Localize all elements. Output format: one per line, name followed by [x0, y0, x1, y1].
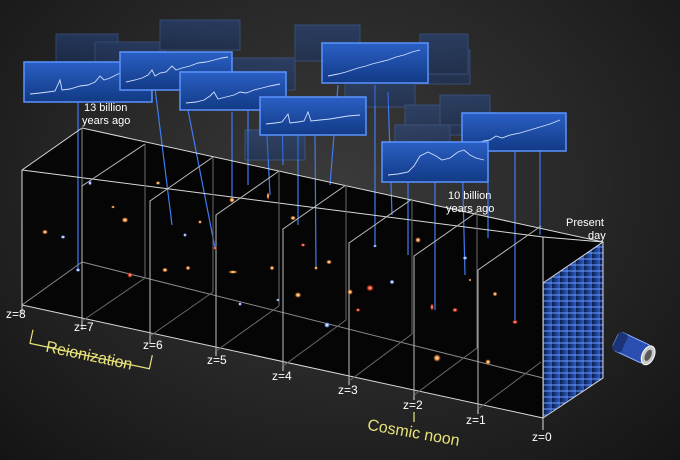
spectrum-panel — [321, 42, 429, 84]
z-label: z=8 — [6, 307, 26, 321]
annotation-13-billion-line2: years ago — [82, 115, 130, 127]
annotation-13-billion: 13 billion years ago — [82, 102, 130, 127]
annotation-present-line2: day — [588, 230, 606, 242]
box-wireframe — [21, 127, 604, 419]
z-label: z=0 — [532, 430, 552, 444]
annotation-13-billion-line1: 13 billion — [84, 102, 127, 114]
spectrum-panel — [381, 141, 489, 183]
annotation-10-billion-line2: years ago — [446, 203, 494, 215]
present-day-face — [542, 236, 604, 419]
z-label: z=1 — [466, 413, 486, 427]
annotation-present-line1: Present — [566, 217, 604, 229]
z-label: z=4 — [272, 369, 292, 383]
era-cosmic-noon: Cosmic noon — [366, 412, 461, 450]
annotation-10-billion-line1: 10 billion — [448, 190, 491, 202]
z-label: z=3 — [338, 383, 358, 397]
box-interior — [22, 128, 603, 418]
spectrum-panel — [259, 96, 367, 136]
annotation-10-billion: 10 billion years ago — [446, 190, 494, 215]
spectrum-panel — [179, 71, 287, 111]
z-label: z=7 — [74, 320, 94, 334]
z-axis: z=8 z=7 z=6 z=5 z=4 z=3 z=2 z=1 z=0 — [6, 305, 552, 444]
galaxies — [42, 180, 518, 365]
z-label: z=5 — [207, 353, 227, 367]
z-label: z=2 — [403, 398, 423, 412]
telescope-icon — [612, 332, 656, 366]
annotation-present-day: Present day — [566, 217, 606, 242]
era-reionization-label: Reionization — [44, 339, 134, 374]
era-reionization: Reionization — [29, 329, 153, 374]
spectra-panels — [23, 42, 567, 183]
z-label: z=6 — [143, 338, 163, 352]
